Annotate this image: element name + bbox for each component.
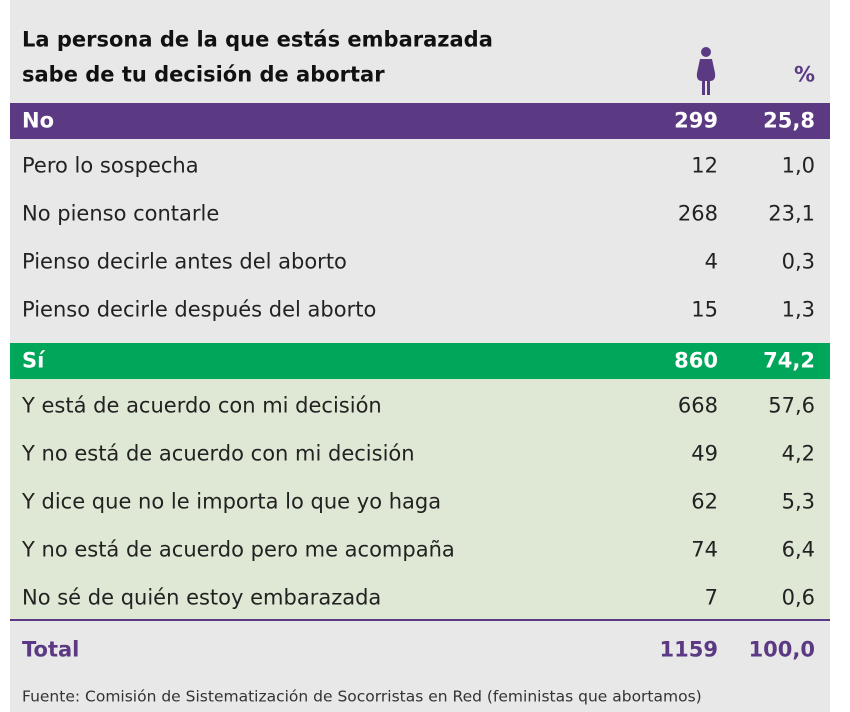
group-band — [10, 343, 830, 379]
percent: 74,2 — [763, 348, 815, 373]
percent: 0,6 — [781, 585, 815, 610]
row-label: Pienso decirle antes del aborto — [22, 249, 347, 274]
percent: 0,3 — [781, 249, 815, 274]
group-background — [10, 379, 830, 621]
count: 860 — [674, 348, 718, 373]
row-label: No sé de quién estoy embarazada — [22, 585, 382, 610]
row-label: Y no está de acuerdo pero me acompaña — [22, 537, 455, 562]
percent: 6,4 — [781, 537, 815, 562]
row-label: No pienso contarle — [22, 201, 220, 226]
count: 668 — [677, 393, 718, 418]
count: 4 — [704, 249, 718, 274]
percent-heading: % — [793, 62, 815, 87]
count: 15 — [691, 297, 718, 322]
person-icon — [696, 47, 716, 95]
row-label: Y está de acuerdo con mi decisión — [22, 393, 382, 418]
row-label: Y no está de acuerdo con mi decisión — [22, 441, 415, 466]
count: 7 — [704, 585, 718, 610]
row-label: No — [22, 108, 55, 133]
percent: 5,3 — [781, 489, 815, 514]
count: 74 — [691, 537, 718, 562]
count: 1159 — [659, 637, 718, 661]
count: 12 — [691, 153, 718, 178]
title-line: La persona de la que estás embarazada — [22, 27, 493, 52]
source: Fuente: Comisión de Sistematización de S… — [22, 687, 702, 706]
percent: 1,0 — [781, 153, 815, 178]
row-label: Pienso decirle después del aborto — [22, 297, 377, 322]
count: 268 — [677, 201, 718, 226]
total-rule — [10, 618, 830, 621]
percent: 57,6 — [768, 393, 815, 418]
percent: 23,1 — [768, 201, 815, 226]
row-label: Pero lo sospecha — [22, 153, 199, 178]
count: 49 — [691, 441, 718, 466]
row-label: Sí — [22, 348, 45, 373]
percent: 4,2 — [781, 441, 815, 466]
row-label: Total — [22, 637, 80, 661]
group-band — [10, 103, 830, 139]
percent: 25,8 — [763, 108, 815, 133]
count: 299 — [674, 108, 718, 133]
title-line: sabe de tu decisión de abortar — [22, 62, 385, 87]
percent: 1,3 — [781, 297, 815, 322]
count: 62 — [691, 489, 718, 514]
row-label: Y dice que no le importa lo que yo haga — [22, 489, 442, 514]
percent: 100,0 — [748, 637, 815, 661]
